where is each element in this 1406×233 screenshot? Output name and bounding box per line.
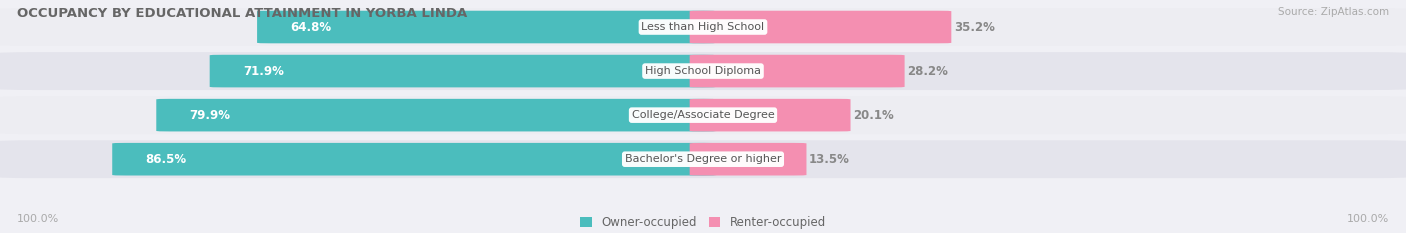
Text: 71.9%: 71.9% [243, 65, 284, 78]
Text: High School Diploma: High School Diploma [645, 66, 761, 76]
Text: 100.0%: 100.0% [1347, 214, 1389, 224]
Legend: Owner-occupied, Renter-occupied: Owner-occupied, Renter-occupied [575, 211, 831, 233]
FancyBboxPatch shape [690, 55, 904, 87]
Text: 13.5%: 13.5% [808, 153, 851, 166]
Text: 20.1%: 20.1% [853, 109, 894, 122]
Text: 64.8%: 64.8% [291, 21, 332, 34]
FancyBboxPatch shape [209, 55, 716, 87]
FancyBboxPatch shape [0, 8, 1406, 46]
Text: 86.5%: 86.5% [146, 153, 187, 166]
Text: College/Associate Degree: College/Associate Degree [631, 110, 775, 120]
FancyBboxPatch shape [690, 11, 952, 43]
Text: 79.9%: 79.9% [190, 109, 231, 122]
FancyBboxPatch shape [112, 143, 716, 175]
Text: OCCUPANCY BY EDUCATIONAL ATTAINMENT IN YORBA LINDA: OCCUPANCY BY EDUCATIONAL ATTAINMENT IN Y… [17, 7, 467, 20]
FancyBboxPatch shape [156, 99, 716, 131]
Text: 100.0%: 100.0% [17, 214, 59, 224]
FancyBboxPatch shape [0, 52, 1406, 90]
FancyBboxPatch shape [0, 96, 1406, 134]
FancyBboxPatch shape [690, 143, 807, 175]
Text: Source: ZipAtlas.com: Source: ZipAtlas.com [1278, 7, 1389, 17]
Text: 35.2%: 35.2% [955, 21, 995, 34]
FancyBboxPatch shape [257, 11, 716, 43]
Text: Less than High School: Less than High School [641, 22, 765, 32]
Text: Bachelor's Degree or higher: Bachelor's Degree or higher [624, 154, 782, 164]
FancyBboxPatch shape [690, 99, 851, 131]
Text: 28.2%: 28.2% [907, 65, 948, 78]
FancyBboxPatch shape [0, 140, 1406, 178]
